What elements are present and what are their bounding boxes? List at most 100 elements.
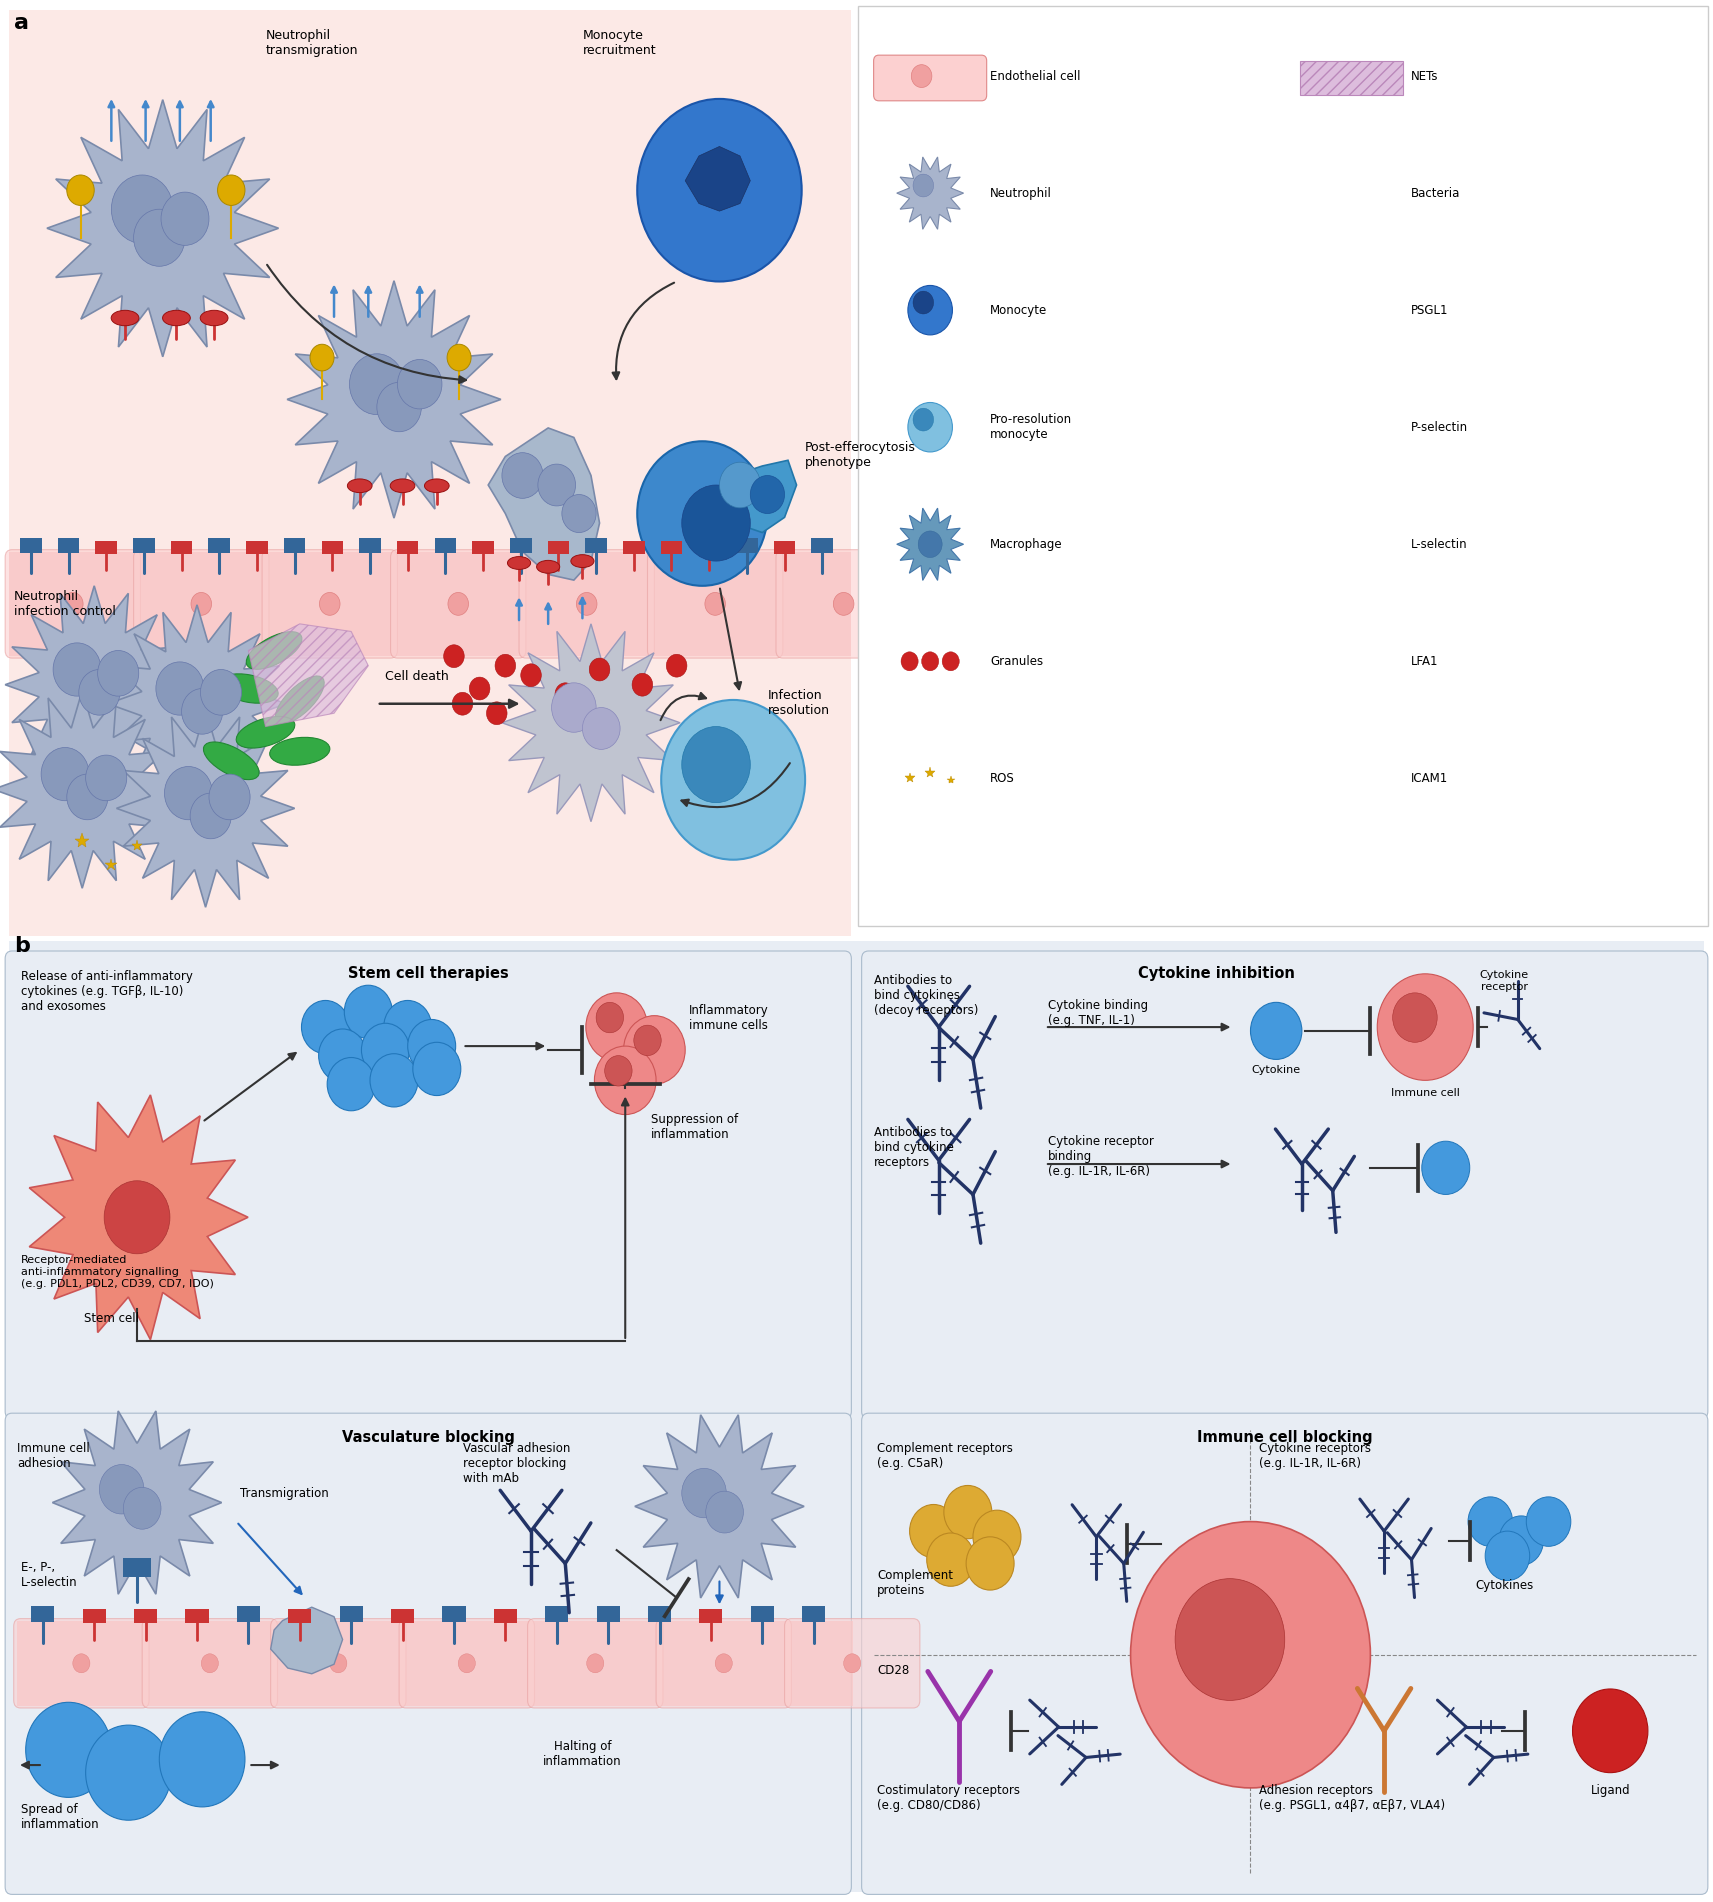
Circle shape (156, 662, 204, 715)
Text: Neutrophil
transmigration: Neutrophil transmigration (266, 29, 358, 57)
Bar (493, 1609, 517, 1624)
Circle shape (86, 755, 127, 801)
Circle shape (1377, 974, 1473, 1080)
Text: Monocyte: Monocyte (990, 304, 1047, 316)
Ellipse shape (247, 631, 301, 670)
Text: Complement receptors
(e.g. C5aR): Complement receptors (e.g. C5aR) (877, 1442, 1012, 1470)
Circle shape (452, 692, 473, 715)
Circle shape (966, 1537, 1014, 1590)
Polygon shape (271, 1607, 343, 1674)
Bar (699, 1609, 723, 1624)
Circle shape (833, 593, 853, 616)
Circle shape (310, 344, 334, 371)
Circle shape (922, 652, 939, 671)
Text: Ligand: Ligand (1590, 1784, 1631, 1797)
Polygon shape (488, 428, 600, 580)
Circle shape (594, 1046, 656, 1115)
Text: Vasculature blocking: Vasculature blocking (343, 1430, 514, 1446)
Polygon shape (248, 624, 368, 727)
Bar (586, 538, 606, 553)
Circle shape (918, 531, 942, 557)
Circle shape (1468, 1497, 1513, 1546)
Polygon shape (29, 1096, 248, 1339)
Bar (171, 540, 192, 553)
Text: Vascular adhesion
receptor blocking
with mAb: Vascular adhesion receptor blocking with… (463, 1442, 570, 1485)
FancyBboxPatch shape (862, 1413, 1708, 1894)
Bar (360, 538, 380, 553)
Ellipse shape (507, 557, 531, 569)
Text: Immune cell
adhesion: Immune cell adhesion (17, 1442, 89, 1470)
Ellipse shape (1314, 175, 1360, 204)
Bar (661, 540, 682, 553)
Polygon shape (5, 586, 183, 784)
Circle shape (911, 65, 932, 87)
Polygon shape (116, 709, 295, 907)
Circle shape (637, 99, 802, 281)
Circle shape (1175, 1579, 1285, 1700)
Circle shape (209, 774, 250, 820)
Text: Transmigration: Transmigration (240, 1487, 329, 1501)
Circle shape (1336, 504, 1367, 538)
Circle shape (682, 1468, 726, 1518)
Circle shape (79, 670, 120, 715)
Polygon shape (0, 690, 171, 888)
Circle shape (913, 175, 934, 198)
FancyBboxPatch shape (862, 951, 1708, 1419)
Ellipse shape (348, 479, 372, 493)
Circle shape (319, 1029, 367, 1082)
Circle shape (913, 409, 934, 432)
FancyBboxPatch shape (391, 550, 526, 658)
Circle shape (190, 593, 211, 616)
Circle shape (1250, 1002, 1302, 1059)
Text: Immune cell: Immune cell (1391, 1088, 1459, 1097)
FancyBboxPatch shape (9, 552, 851, 656)
Circle shape (927, 1533, 975, 1586)
Bar (435, 538, 456, 553)
Circle shape (538, 464, 576, 506)
Bar (1334, 742, 1369, 763)
Circle shape (200, 670, 242, 715)
Circle shape (377, 382, 421, 432)
Circle shape (555, 683, 576, 706)
Bar (545, 1605, 569, 1622)
FancyBboxPatch shape (5, 1413, 851, 1894)
Bar (134, 1609, 158, 1624)
Circle shape (586, 993, 648, 1061)
FancyBboxPatch shape (271, 1619, 406, 1708)
Text: Halting of
inflammation: Halting of inflammation (543, 1740, 622, 1769)
FancyBboxPatch shape (142, 1619, 278, 1708)
Text: Stem cell therapies: Stem cell therapies (348, 966, 509, 981)
Ellipse shape (111, 310, 139, 325)
Text: Cell death: Cell death (385, 670, 449, 683)
Bar (209, 538, 230, 553)
Ellipse shape (236, 717, 295, 747)
Circle shape (586, 1655, 603, 1674)
Circle shape (86, 1725, 171, 1820)
Bar (548, 540, 569, 553)
Ellipse shape (425, 479, 449, 493)
Circle shape (632, 673, 653, 696)
Text: b: b (14, 936, 29, 957)
Text: L-selectin: L-selectin (1412, 538, 1468, 552)
Circle shape (910, 1504, 958, 1558)
Circle shape (397, 359, 442, 409)
Circle shape (913, 291, 934, 314)
Text: Antibodies to
bind cytokine
receptors: Antibodies to bind cytokine receptors (874, 1126, 954, 1170)
Text: Complement
proteins: Complement proteins (877, 1569, 952, 1598)
Text: P-selectin: P-selectin (1412, 420, 1468, 434)
Bar (1336, 394, 1367, 415)
Polygon shape (685, 146, 750, 211)
Circle shape (552, 683, 596, 732)
FancyBboxPatch shape (656, 1619, 791, 1708)
Circle shape (98, 650, 139, 696)
FancyBboxPatch shape (785, 1619, 920, 1708)
Bar (442, 1605, 466, 1622)
Polygon shape (502, 624, 680, 822)
Polygon shape (636, 1415, 803, 1598)
Ellipse shape (536, 561, 560, 573)
Bar (21, 538, 41, 553)
Circle shape (495, 654, 516, 677)
Text: Cytokine: Cytokine (1252, 1065, 1300, 1075)
Bar (58, 538, 79, 553)
Bar (123, 1558, 151, 1577)
